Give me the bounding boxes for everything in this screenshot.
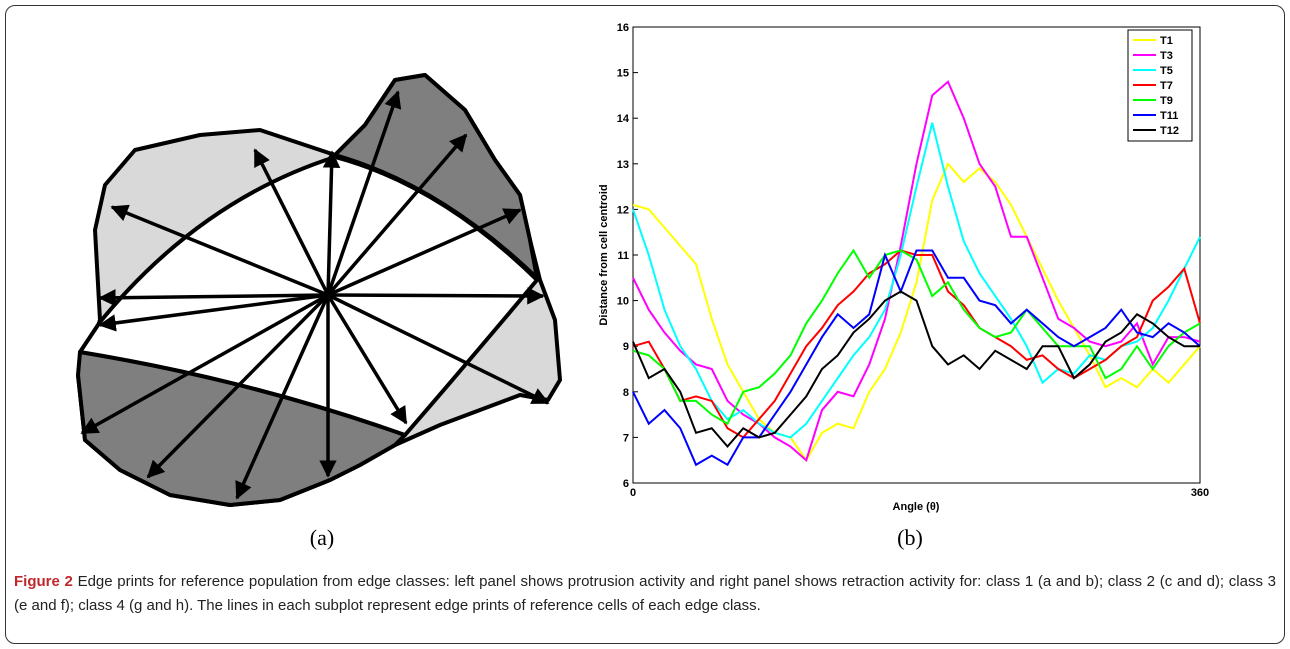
y-axis-label: Distance from cell centroid (598, 184, 610, 325)
y-tick-label: 7 (623, 432, 629, 444)
y-tick-label: 6 (623, 478, 629, 490)
legend-label: T1 (1160, 35, 1173, 47)
caption: Figure 2 Edge prints for reference popul… (14, 570, 1276, 618)
arrow (328, 295, 543, 296)
legend-label: T5 (1160, 65, 1173, 77)
y-tick-label: 10 (617, 296, 629, 308)
y-tick-label: 12 (617, 204, 629, 216)
y-tick-label: 9 (623, 341, 629, 353)
x-tick-label: 360 (1191, 487, 1209, 499)
legend-label: T11 (1160, 110, 1178, 122)
legend-label: T12 (1160, 125, 1179, 137)
legend-label: T3 (1160, 50, 1173, 62)
x-tick-label: 0 (630, 487, 636, 499)
page: (a) (b) Angle (θ) Distance from cell cen… (0, 0, 1290, 649)
y-tick-label: 15 (617, 68, 629, 80)
legend-label: T7 (1160, 80, 1173, 92)
panel-label: (b) (897, 525, 923, 550)
y-tick-label: 11 (617, 250, 629, 262)
y-tick-label: 16 (617, 22, 629, 34)
caption-label: Figure 2 (14, 573, 73, 590)
y-tick-label: 8 (623, 387, 629, 399)
x-axis-label: Angle (θ) (893, 501, 940, 513)
y-tick-label: 14 (617, 113, 630, 125)
panel-label: (a) (310, 525, 334, 550)
y-tick-label: 13 (617, 159, 629, 171)
figure: (a) (b) Angle (θ) Distance from cell cen… (0, 0, 1290, 560)
legend-label: T9 (1160, 95, 1173, 107)
cell-diagram (78, 75, 560, 505)
caption-text: Edge prints for reference population fro… (14, 573, 1276, 614)
